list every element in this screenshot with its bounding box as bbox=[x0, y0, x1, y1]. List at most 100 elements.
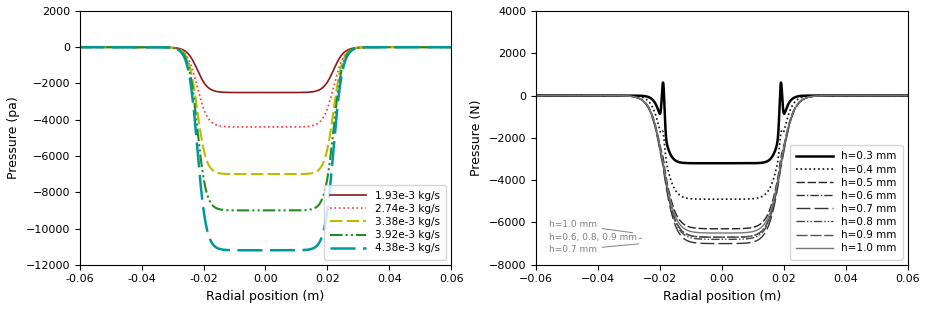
h=0.8 mm bbox=[669, 218, 680, 221]
3.38e-3 kg/s bbox=[359, 46, 370, 49]
2.74e-3 kg/s bbox=[58, 45, 70, 49]
4.38e-3 kg/s bbox=[300, 248, 311, 252]
4.38e-3 kg/s bbox=[212, 246, 223, 250]
h=0.4 mm bbox=[669, 187, 680, 191]
1.93e-3 kg/s bbox=[359, 46, 370, 49]
h=0.5 mm bbox=[846, 94, 857, 97]
h=0.5 mm bbox=[918, 94, 927, 97]
Line: 4.38e-3 kg/s: 4.38e-3 kg/s bbox=[64, 47, 466, 250]
h=0.3 mm bbox=[816, 94, 827, 97]
3.92e-3 kg/s bbox=[300, 208, 311, 212]
h=1.0 mm bbox=[918, 94, 927, 97]
Line: 1.93e-3 kg/s: 1.93e-3 kg/s bbox=[64, 47, 466, 92]
X-axis label: Radial position (m): Radial position (m) bbox=[663, 290, 781, 303]
h=0.8 mm bbox=[777, 155, 788, 158]
1.93e-3 kg/s bbox=[461, 45, 472, 49]
h=0.4 mm bbox=[816, 94, 827, 97]
Line: h=0.7 mm: h=0.7 mm bbox=[521, 95, 923, 244]
3.92e-3 kg/s bbox=[389, 45, 400, 49]
1.93e-3 kg/s bbox=[132, 45, 143, 49]
3.92e-3 kg/s bbox=[321, 183, 332, 187]
h=0.7 mm bbox=[669, 221, 680, 225]
h=1.0 mm bbox=[515, 94, 527, 97]
h=1.0 mm bbox=[846, 94, 857, 97]
2.74e-3 kg/s bbox=[461, 45, 472, 49]
Y-axis label: Pressure (N): Pressure (N) bbox=[471, 100, 484, 176]
h=0.6 mm bbox=[918, 94, 927, 97]
h=0.8 mm bbox=[589, 94, 600, 97]
h=0.3 mm bbox=[717, 162, 728, 165]
4.38e-3 kg/s bbox=[321, 217, 332, 221]
3.38e-3 kg/s bbox=[132, 45, 143, 49]
h=0.3 mm bbox=[918, 94, 927, 97]
h=0.8 mm bbox=[846, 94, 857, 97]
h=0.8 mm bbox=[756, 231, 768, 234]
1.93e-3 kg/s bbox=[58, 45, 70, 49]
2.74e-3 kg/s bbox=[389, 45, 400, 49]
4.38e-3 kg/s bbox=[359, 46, 370, 49]
h=0.9 mm bbox=[846, 94, 857, 97]
h=0.6 mm bbox=[777, 154, 788, 157]
h=0.6 mm bbox=[669, 216, 680, 219]
h=0.7 mm bbox=[918, 94, 927, 97]
h=0.6 mm bbox=[756, 229, 768, 232]
3.38e-3 kg/s bbox=[58, 45, 70, 49]
Line: 3.92e-3 kg/s: 3.92e-3 kg/s bbox=[64, 47, 466, 210]
Line: 3.38e-3 kg/s: 3.38e-3 kg/s bbox=[64, 47, 466, 174]
h=0.7 mm bbox=[816, 94, 827, 98]
4.38e-3 kg/s bbox=[58, 45, 70, 49]
h=1.0 mm bbox=[717, 231, 728, 235]
h=1.0 mm bbox=[589, 94, 600, 97]
h=0.5 mm bbox=[669, 209, 680, 212]
h=0.3 mm bbox=[756, 161, 768, 165]
2.74e-3 kg/s bbox=[359, 46, 370, 49]
h=0.4 mm bbox=[756, 195, 768, 198]
Text: h=0.6, 0.8, 0.9 mm: h=0.6, 0.8, 0.9 mm bbox=[549, 233, 641, 242]
2.74e-3 kg/s bbox=[300, 125, 311, 128]
h=0.4 mm bbox=[918, 94, 927, 97]
4.38e-3 kg/s bbox=[132, 45, 143, 49]
h=0.4 mm bbox=[846, 94, 857, 97]
3.38e-3 kg/s bbox=[300, 172, 311, 176]
h=0.8 mm bbox=[918, 94, 927, 97]
h=0.9 mm bbox=[515, 94, 527, 97]
Y-axis label: Pressure (pa): Pressure (pa) bbox=[6, 96, 20, 179]
h=0.3 mm bbox=[515, 94, 527, 97]
4.38e-3 kg/s bbox=[260, 248, 271, 252]
Legend: 1.93e-3 kg/s, 2.74e-3 kg/s, 3.38e-3 kg/s, 3.92e-3 kg/s, 4.38e-3 kg/s: 1.93e-3 kg/s, 2.74e-3 kg/s, 3.38e-3 kg/s… bbox=[324, 184, 446, 259]
h=0.6 mm bbox=[589, 94, 600, 97]
h=0.9 mm bbox=[717, 235, 728, 239]
Line: 2.74e-3 kg/s: 2.74e-3 kg/s bbox=[64, 47, 466, 127]
h=0.4 mm bbox=[717, 197, 728, 201]
1.93e-3 kg/s bbox=[212, 90, 223, 94]
4.38e-3 kg/s bbox=[461, 45, 472, 49]
2.74e-3 kg/s bbox=[212, 124, 223, 127]
Legend: h=0.3 mm, h=0.4 mm, h=0.5 mm, h=0.6 mm, h=0.7 mm, h=0.8 mm, h=0.9 mm, h=1.0 mm: h=0.3 mm, h=0.4 mm, h=0.5 mm, h=0.6 mm, … bbox=[790, 145, 903, 259]
3.38e-3 kg/s bbox=[389, 45, 400, 49]
h=0.3 mm bbox=[846, 94, 857, 97]
3.92e-3 kg/s bbox=[260, 209, 271, 212]
h=0.5 mm bbox=[816, 94, 827, 98]
3.92e-3 kg/s bbox=[212, 207, 223, 211]
h=0.7 mm bbox=[589, 94, 600, 97]
h=0.7 mm bbox=[777, 157, 788, 160]
Line: h=0.9 mm: h=0.9 mm bbox=[521, 95, 923, 237]
h=0.6 mm bbox=[717, 235, 728, 239]
h=0.8 mm bbox=[515, 94, 527, 97]
h=0.7 mm bbox=[515, 94, 527, 97]
Line: h=0.8 mm: h=0.8 mm bbox=[521, 95, 923, 239]
h=0.9 mm bbox=[918, 94, 927, 97]
h=0.5 mm bbox=[777, 149, 788, 153]
3.38e-3 kg/s bbox=[321, 153, 332, 157]
h=0.3 mm bbox=[777, 102, 788, 106]
3.38e-3 kg/s bbox=[212, 171, 223, 175]
h=0.7 mm bbox=[756, 235, 768, 238]
2.74e-3 kg/s bbox=[260, 125, 271, 129]
Line: h=1.0 mm: h=1.0 mm bbox=[521, 95, 923, 233]
h=0.5 mm bbox=[515, 94, 527, 97]
1.93e-3 kg/s bbox=[260, 91, 271, 94]
2.74e-3 kg/s bbox=[321, 110, 332, 114]
h=0.8 mm bbox=[816, 94, 827, 98]
3.38e-3 kg/s bbox=[260, 172, 271, 176]
1.93e-3 kg/s bbox=[321, 82, 332, 86]
